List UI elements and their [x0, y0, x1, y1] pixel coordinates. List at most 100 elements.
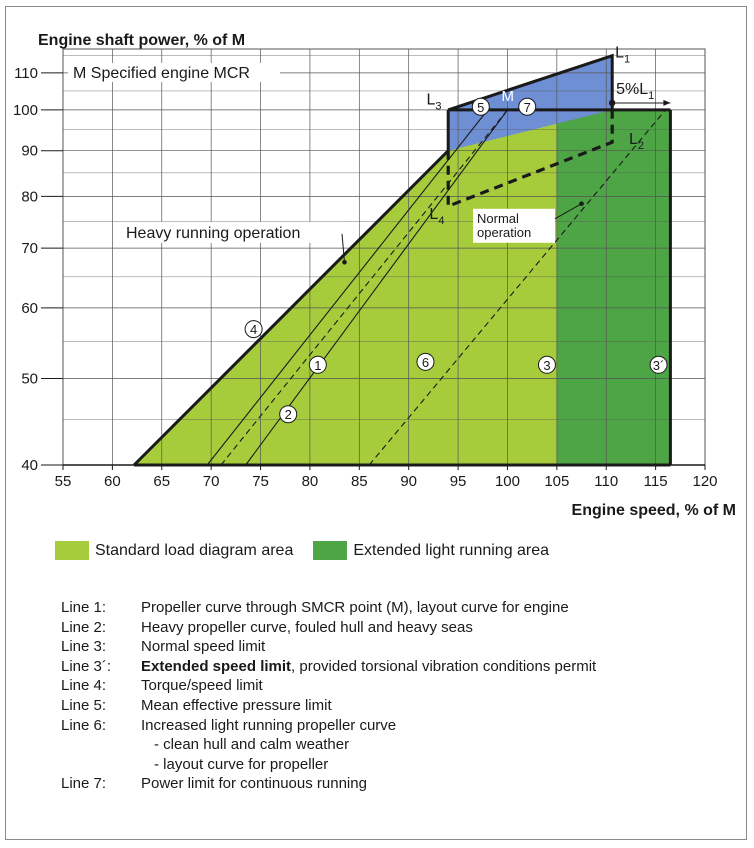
y-tick-label: 60	[21, 300, 38, 317]
circle-label-3: 3	[543, 358, 550, 373]
note-text: Torque/speed limit	[141, 677, 263, 695]
legend-item-standard: Standard load diagram area	[55, 541, 293, 560]
note-text: - clean hull and calm weather	[154, 736, 350, 754]
annotation-normal-2: operation	[477, 225, 531, 240]
circle-label-4-ring	[244, 320, 263, 339]
annotation-normal-bg	[473, 208, 555, 243]
label-L2-sub: 2	[638, 140, 644, 152]
note-line-id: Line 3´:	[61, 657, 112, 675]
note-line-6-sub-2: - layout curve for propeller	[61, 755, 596, 775]
annotation-normal-1: Normal	[477, 211, 519, 226]
margin-arrow-head	[663, 99, 671, 106]
legend-label-standard: Standard load diagram area	[95, 541, 294, 559]
x-tick-label: 105	[544, 473, 569, 490]
circle-label-1: 1	[314, 358, 321, 373]
legend-label-extended: Extended light running area	[353, 541, 550, 559]
label-L1-sub: 1	[624, 54, 630, 66]
legend: Standard load diagram area Extended ligh…	[55, 541, 569, 560]
x-tick-label: 95	[450, 473, 467, 490]
note-line-id: Line 7:	[61, 775, 107, 793]
x-tick-label: 100	[495, 473, 520, 490]
annotation-heavy-dot	[342, 259, 347, 265]
note-text: Increased light running propeller curve	[141, 716, 397, 734]
circle-label-3-ring	[537, 355, 556, 374]
x-tick-label: 90	[400, 473, 417, 490]
circle-label-3-prime: 3´	[653, 358, 665, 373]
label-5pct-L1: 5%L1	[616, 81, 654, 102]
y-tick-label: 50	[21, 371, 38, 388]
note-text: , provided torsional vibration condition…	[291, 657, 597, 675]
line-L4-L2	[446, 109, 614, 209]
line-2	[206, 109, 489, 466]
annotation-normal-leader	[554, 203, 582, 220]
x-tick-label: 85	[351, 473, 368, 490]
annotation-smcr: M Specified engine MCR	[73, 65, 250, 82]
y-axis-title: Engine shaft power, % of M	[38, 32, 246, 49]
circle-label-7: 7	[524, 100, 531, 115]
label-L1: L1	[615, 45, 630, 66]
note-text: Propeller curve through SMCR point (M), …	[141, 599, 569, 616]
x-tick-label: 55	[55, 473, 72, 490]
circle-label-7-ring	[518, 97, 537, 116]
circle-label-2-ring	[279, 405, 298, 424]
line-notes: Line 1: Propeller curve through SMCR poin…	[61, 598, 596, 794]
x-tick-label: 75	[252, 473, 269, 490]
note-line-2: Line 2: Heavy propeller curve, fouled hul…	[61, 618, 596, 638]
note-line-id	[61, 735, 141, 755]
x-tick-label: 65	[153, 473, 170, 490]
note-line-1: Line 1: Propeller curve through SMCR poin…	[61, 598, 596, 618]
line-heavy-a	[220, 109, 508, 466]
note-line-id: Line 1:	[61, 599, 107, 616]
legend-item-extended: Extended light running area	[313, 541, 549, 560]
note-text: Normal speed limit	[141, 638, 266, 656]
note-line-id: Line 2:	[61, 618, 107, 636]
region-standard-load-diagram-area	[134, 109, 557, 466]
circle-label-1-ring	[308, 355, 327, 374]
note-text: Heavy propeller curve, fouled hull and h…	[141, 618, 473, 636]
note-line-id	[61, 755, 141, 775]
label-5pct-L1-sub: 1	[648, 90, 654, 102]
circle-label-4: 4	[250, 322, 257, 337]
note-line-id: Line 6:	[61, 716, 107, 734]
annotation-heavy-bg	[120, 221, 342, 243]
annotation-normal-dot	[579, 201, 584, 206]
note-line-7: Line 7: Power limit for continuous runnin…	[61, 774, 596, 794]
x-tick-label: 120	[692, 473, 717, 490]
circle-label-3-prime-ring	[649, 355, 668, 374]
label-L4-sub: 4	[438, 215, 444, 227]
line-6	[368, 109, 666, 466]
annotation-heavy: Heavy running operation	[126, 225, 300, 242]
note-line-3: Line 3: Normal speed limit	[61, 637, 596, 657]
y-tick-label: 100	[13, 102, 38, 119]
legend-swatch-standard	[55, 541, 89, 560]
figure-frame	[5, 6, 747, 840]
x-tick-label: 80	[302, 473, 319, 490]
circle-label-5-ring	[471, 97, 490, 116]
circle-label-6: 6	[422, 355, 429, 370]
x-tick-label: 110	[594, 473, 618, 490]
region-extended-light-running-area	[556, 109, 671, 466]
circle-label-2: 2	[285, 407, 292, 422]
x-tick-label: 60	[104, 473, 121, 490]
x-axis-title: Engine speed, % of M	[571, 502, 736, 519]
note-line-5: Line 5: Mean effective pressure limit	[61, 696, 596, 716]
line-4	[133, 149, 450, 467]
annotation-smcr-bg	[68, 62, 280, 82]
x-tick-label: 70	[203, 473, 220, 490]
x-tick-label: 115	[644, 473, 668, 490]
label-L3: L3	[426, 91, 441, 112]
circle-label-5: 5	[477, 100, 484, 115]
y-tick-label: 90	[21, 143, 38, 160]
note-line-3-prime: Line 3´: Extended speed limit, provided t…	[61, 657, 596, 677]
y-tick-label: 80	[21, 188, 38, 205]
y-tick-label: 40	[21, 457, 38, 474]
note-line-id: Line 3:	[61, 638, 107, 656]
note-text: Power limit for continuous running	[141, 775, 367, 793]
note-line-id: Line 5:	[61, 696, 107, 714]
note-text: Mean effective pressure limit	[141, 696, 332, 714]
note-line-4: Line 4: Torque/speed limit	[61, 676, 596, 696]
annotation-heavy-leader	[341, 233, 345, 263]
note-bold-text: Extended speed limit	[141, 657, 292, 675]
line-L3-L1	[447, 53, 614, 112]
circle-label-6-ring	[416, 352, 435, 371]
